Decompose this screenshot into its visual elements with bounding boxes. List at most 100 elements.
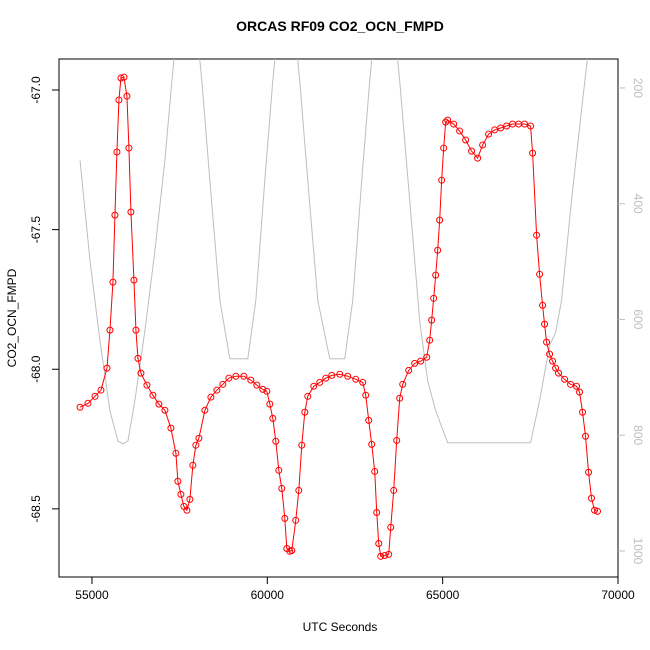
data-point (91, 392, 99, 400)
data-point (411, 359, 419, 367)
data-point (275, 466, 283, 474)
data-point (134, 354, 142, 362)
data-point (456, 127, 464, 135)
y-tick-label: -67.0 (29, 76, 43, 104)
data-point (440, 144, 448, 152)
data-point (365, 416, 373, 424)
data-point (247, 376, 255, 384)
data-point (97, 386, 105, 394)
data-point (161, 406, 169, 414)
data-point (117, 74, 125, 82)
data-point (546, 350, 554, 358)
data-point (106, 326, 114, 334)
data-point (149, 391, 157, 399)
data-point (352, 375, 360, 383)
y-axis-label: CO2_OCN_FMPD (5, 268, 19, 367)
data-point (396, 394, 404, 402)
data-point (381, 551, 389, 559)
data-point (115, 96, 123, 104)
data-point (288, 546, 296, 554)
data-point (385, 550, 393, 558)
data-point (292, 516, 300, 524)
data-point (344, 372, 352, 380)
data-point (375, 539, 383, 547)
x-axis-label: UTC Seconds (303, 620, 378, 634)
data-point (434, 246, 442, 254)
data-point (468, 147, 476, 155)
data-point (232, 372, 240, 380)
data-point (189, 461, 197, 469)
data-point (485, 130, 493, 138)
data-point (295, 486, 303, 494)
data-point (174, 477, 182, 485)
series-line (79, 59, 588, 445)
x-tick-label: 65000 (426, 588, 460, 602)
data-point (536, 270, 544, 278)
data-point (373, 508, 381, 516)
data-point (474, 154, 482, 162)
x-tick-label: 70000 (601, 588, 635, 602)
data-point (426, 336, 434, 344)
data-point (428, 316, 436, 324)
chart-title: ORCAS RF09 CO2_OCN_FMPD (236, 18, 444, 34)
data-point (316, 378, 324, 386)
data-point (529, 149, 537, 157)
data-point (186, 495, 194, 503)
data-point (328, 371, 336, 379)
data-point (266, 400, 274, 408)
data-point (76, 403, 84, 411)
data-point (132, 326, 140, 334)
data-point (552, 364, 560, 372)
data-point (533, 231, 541, 239)
y2-tick-label: 800 (631, 425, 645, 445)
data-point (259, 385, 267, 393)
data-point (155, 400, 163, 408)
data-point (399, 380, 407, 388)
plot-area (76, 59, 602, 560)
data-point (438, 176, 446, 184)
y2-tick-label: 200 (631, 78, 645, 98)
x-tick-label: 55000 (75, 588, 109, 602)
data-point (462, 136, 470, 144)
data-point (272, 437, 280, 445)
y2-tick-label: 400 (631, 194, 645, 214)
data-point (253, 381, 261, 389)
data-point (281, 514, 289, 522)
data-point (336, 370, 344, 378)
data-point (278, 484, 286, 492)
data-point (103, 364, 111, 372)
data-point (405, 366, 413, 374)
data-point (109, 278, 117, 286)
data-point (359, 378, 367, 386)
y2-tick-label: 1000 (631, 538, 645, 565)
data-point (143, 381, 151, 389)
data-point (213, 386, 221, 394)
data-point (137, 369, 145, 377)
data-point (442, 118, 450, 126)
data-point (177, 490, 185, 498)
data-point (579, 408, 587, 416)
data-point (450, 120, 458, 128)
y-tick-label: -67.5 (29, 216, 43, 244)
data-point (377, 552, 385, 560)
data-point (368, 440, 376, 448)
data-point (497, 124, 505, 132)
y-tick-label: -68.5 (29, 495, 43, 523)
data-point (432, 271, 440, 279)
data-point (301, 408, 309, 416)
data-point (192, 441, 200, 449)
data-point (479, 141, 487, 149)
data-point (594, 507, 602, 515)
data-point (591, 506, 599, 514)
data-point (123, 92, 131, 100)
data-point (491, 126, 499, 134)
data-point (304, 392, 312, 400)
data-point (555, 369, 563, 377)
data-point (576, 388, 584, 396)
data-point (207, 393, 215, 401)
data-point (588, 494, 596, 502)
data-point (549, 357, 557, 365)
data-point (201, 406, 209, 414)
data-point (298, 441, 306, 449)
